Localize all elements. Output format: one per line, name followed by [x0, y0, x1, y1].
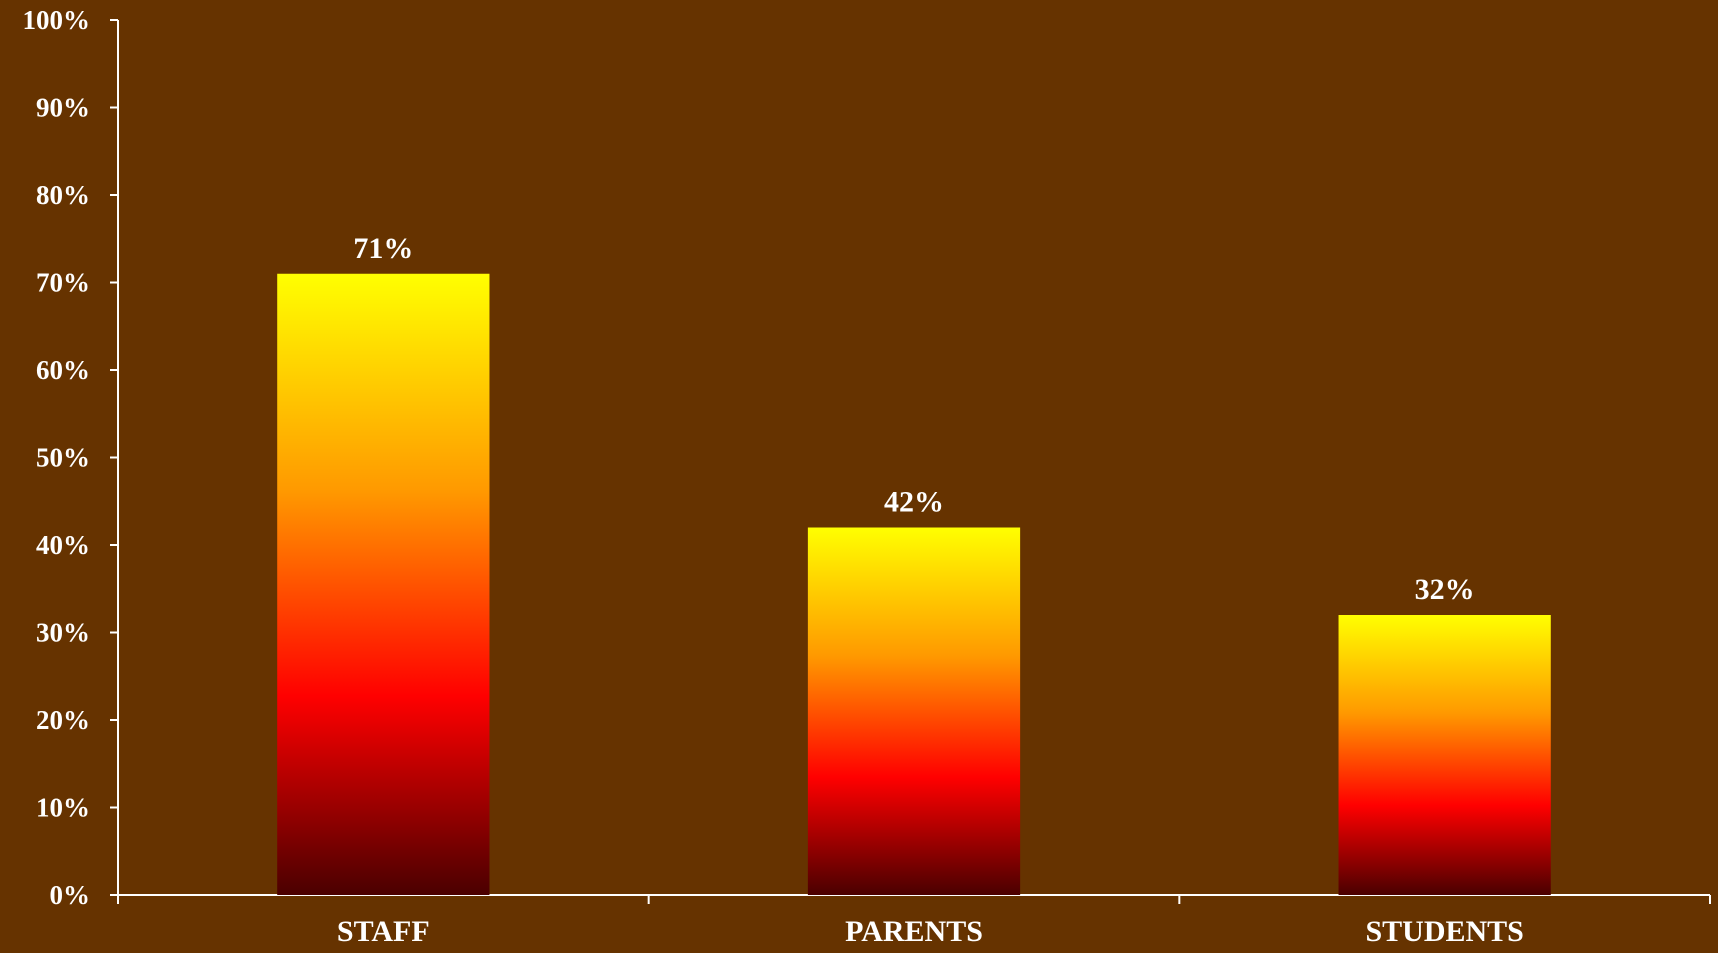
y-tick-label: 30%	[36, 618, 90, 648]
y-tick-label: 10%	[36, 793, 90, 823]
y-axis: 0% 10% 20% 30% 40% 50% 60% 70% 80% 90% 100%	[23, 5, 119, 910]
y-tick-label: 90%	[36, 93, 90, 123]
bar-staff	[277, 273, 490, 895]
x-tick-label-parents: PARENTS	[845, 915, 983, 948]
bar-students	[1338, 615, 1551, 895]
data-label-students: 32%	[1415, 573, 1475, 606]
y-tick-label: 40%	[36, 530, 90, 560]
y-tick-label: 0%	[50, 880, 91, 910]
data-label-parents: 42%	[884, 486, 944, 519]
data-label-staff: 71%	[353, 232, 413, 265]
data-labels: 71% 42% 32%	[353, 232, 1474, 606]
y-tick-label: 100%	[23, 5, 91, 35]
bar-parents	[807, 527, 1021, 895]
x-tick-label-staff: STAFF	[337, 915, 430, 948]
y-tick-label: 60%	[36, 355, 90, 385]
y-tick-label: 80%	[36, 180, 90, 210]
y-tick-label: 50%	[36, 443, 90, 473]
y-tick-label: 20%	[36, 705, 90, 735]
x-axis: STAFF PARENTS STUDENTS	[117, 894, 1711, 948]
y-tick-label: 70%	[36, 268, 90, 298]
bars	[277, 273, 1551, 895]
x-tick-label-students: STUDENTS	[1365, 915, 1523, 948]
